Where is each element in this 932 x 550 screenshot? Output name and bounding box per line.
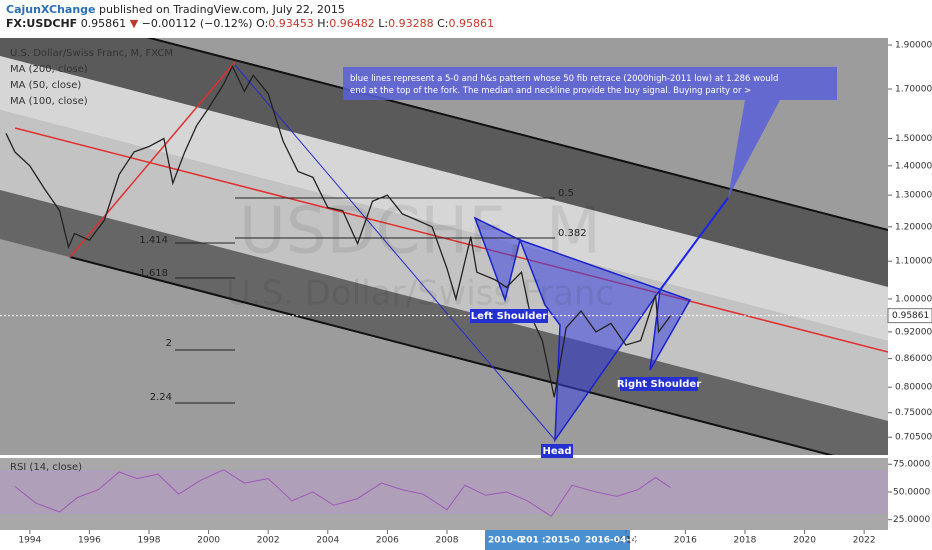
- y-tick-label: 1.40000: [895, 161, 932, 171]
- callout: [343, 67, 837, 198]
- watermark: U.S. Dollar/Swiss Franc: [226, 274, 614, 314]
- rsi-band: [0, 470, 888, 514]
- xabcd-line: [234, 64, 556, 441]
- pattern-label: Right Shoulder: [617, 379, 701, 390]
- y-tick-label: 0.86000: [895, 354, 932, 364]
- pattern-label-box: [620, 377, 698, 391]
- annotation: blue lines represent a 5-0 and h&s patte…: [350, 74, 778, 96]
- y-tick-label: 0.80000: [895, 383, 932, 393]
- x-tick-label: 2020: [793, 536, 816, 546]
- date-label: 2015-0: [545, 536, 580, 546]
- y-tick-label: 0.92000: [895, 327, 932, 337]
- median-line: [14, 127, 888, 353]
- y-tick-label: 1.90000: [895, 41, 932, 51]
- rsi-tick-label: 75.0000: [893, 460, 930, 470]
- pattern-label: Head: [542, 446, 571, 457]
- y-tick-label: 1.70000: [895, 85, 932, 95]
- x-tick-label: 1998: [138, 536, 161, 546]
- low: 0.93288: [388, 17, 434, 30]
- publish-line: CajunXChange published on TradingView.co…: [6, 3, 494, 17]
- author[interactable]: CajunXChange: [6, 3, 96, 16]
- fib-label: 2.24: [150, 392, 172, 403]
- channel-line: [145, 38, 888, 231]
- fib-label: 1.618: [139, 268, 168, 279]
- header: CajunXChange published on TradingView.co…: [6, 3, 494, 31]
- band: [0, 38, 888, 287]
- date-highlight: [485, 530, 630, 550]
- published: published on TradingView.com, July 22, 2…: [99, 3, 345, 16]
- price-line: [5, 64, 671, 398]
- o-label: O:: [256, 17, 269, 30]
- last-price-label: 0.95861: [892, 311, 929, 321]
- channel-line: [69, 256, 835, 455]
- chart-title: U.S. Dollar/Swiss Franc, M, FXCM: [10, 48, 173, 59]
- pattern-label-box: [541, 444, 573, 458]
- y-tick-label: 1.10000: [895, 257, 932, 267]
- date-label: 201 :: [520, 536, 546, 546]
- x-tick-label: 2000: [197, 536, 220, 546]
- symbol: FX:USDCHF: [6, 17, 78, 30]
- y-tick-label: 1.00000: [895, 294, 932, 304]
- y-tick-label: 0.70500: [895, 433, 932, 443]
- watermark: USDCHF, M: [239, 195, 601, 269]
- last-price-box: [887, 308, 932, 324]
- pattern-label: Left Shoulder: [471, 311, 547, 322]
- study-label: MA (50, close): [10, 80, 81, 91]
- y-tick-label: 0.75000: [895, 408, 932, 418]
- x-tick-label: 1994: [18, 536, 41, 546]
- arrow: ▼: [129, 17, 139, 30]
- study-label: MA (200, close): [10, 64, 88, 75]
- fib-label: 0.5: [558, 188, 574, 199]
- x-tick-label: 2022: [853, 536, 876, 546]
- close: 0.95861: [448, 17, 495, 30]
- y-tick-label: 1.50000: [895, 134, 932, 144]
- last: 0.95861: [80, 17, 127, 30]
- projection: [659, 197, 729, 291]
- x-tick-label: 2002: [257, 536, 280, 546]
- x-tick-label: 2016: [674, 536, 697, 546]
- pattern-label-box: [470, 309, 548, 323]
- fib-label: 2: [166, 338, 172, 349]
- x-tick-label: 1996: [78, 536, 101, 546]
- change: −0.00112 (−0.12%): [141, 17, 253, 30]
- date-label: 2010-0: [488, 536, 523, 546]
- fib-label: 0.382: [558, 228, 587, 239]
- high: 0.96482: [329, 17, 375, 30]
- open: 0.93453: [268, 17, 314, 30]
- c-label: C:: [437, 17, 449, 30]
- rsi-tick-label: 50.0000: [893, 487, 930, 497]
- pitchfork-handle: [69, 61, 236, 258]
- date-label: 2016-04-01: [585, 536, 643, 546]
- rsi-tick-label: 25.0000: [893, 515, 930, 525]
- l-label: L:: [378, 17, 389, 30]
- study-label: MA (100, close): [10, 96, 88, 107]
- fib-label: 1.414: [139, 235, 168, 246]
- x-tick-label: 2004: [316, 536, 339, 546]
- y-tick-label: 1.30000: [895, 191, 932, 201]
- h-label: H:: [317, 17, 330, 30]
- x-tick-label: 2008: [436, 536, 459, 546]
- x-tick-label: 2018: [734, 536, 757, 546]
- price-axis: [888, 38, 932, 550]
- x-tick-label: 2014: [614, 536, 637, 546]
- y-tick-label: 1.20000: [895, 222, 932, 232]
- x-tick-label: 2006: [376, 536, 399, 546]
- rsi-title: RSI (14, close): [10, 462, 82, 473]
- rsi-line: [14, 469, 671, 518]
- quote-line: FX:USDCHF 0.95861 ▼ −0.00112 (−0.12%) O:…: [6, 17, 494, 31]
